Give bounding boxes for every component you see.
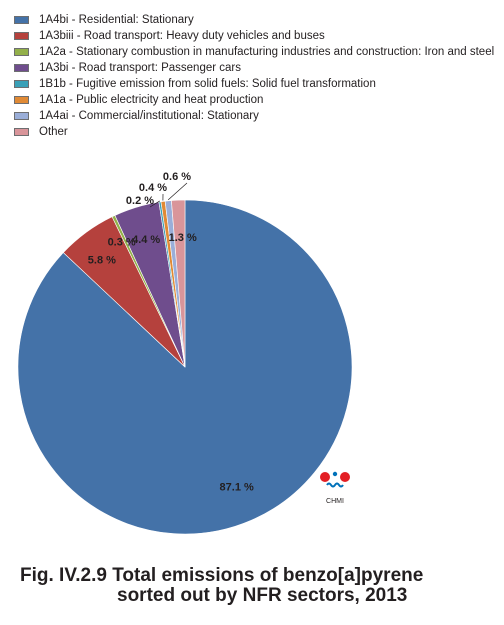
data-label-1a1a: 0.4 %	[139, 182, 167, 194]
chmi-logo: CHMI	[318, 470, 352, 505]
legend-swatch	[14, 32, 29, 40]
data-label-1a3bi: 4.4 %	[132, 234, 160, 246]
legend-label: 1A4ai - Commercial/institutional: Statio…	[39, 110, 259, 122]
chart-legend: 1A4bi - Residential: Stationary 1A3biii -…	[14, 12, 494, 140]
data-label-1b1b: 0.2 %	[126, 195, 154, 207]
legend-label: 1A3biii - Road transport: Heavy duty veh…	[39, 30, 325, 42]
chmi-logo-icon	[320, 471, 350, 488]
data-label-1a3biii: 5.8 %	[88, 254, 116, 266]
legend-item-1a4bi: 1A4bi - Residential: Stationary	[14, 12, 494, 28]
legend-item-1a4ai: 1A4ai - Commercial/institutional: Statio…	[14, 108, 494, 124]
leader-line-1b1b	[149, 200, 160, 208]
legend-label: 1A1a - Public electricity and heat produ…	[39, 94, 264, 106]
legend-label: 1B1b - Fugitive emission from solid fuel…	[39, 78, 376, 90]
legend-swatch	[14, 64, 29, 72]
pie-labels: 87.1 % 5.8 % 0.3 %4.4 % 0.2 %0.4 %0.6 % 1.3 …	[88, 171, 254, 494]
leader-lines	[149, 182, 188, 208]
legend-label: Other	[39, 126, 68, 138]
data-label-other: 1.3 %	[169, 232, 197, 244]
figure-caption: Fig. IV.2.9 Total emissions of benzo[a]p…	[20, 566, 490, 606]
legend-swatch	[14, 96, 29, 104]
legend-item-1a3biii: 1A3biii - Road transport: Heavy duty veh…	[14, 28, 494, 44]
leader-line-1a4ai	[167, 182, 188, 201]
caption-line-1: Fig. IV.2.9 Total emissions of benzo[a]p…	[20, 565, 424, 586]
legend-item-1a3bi: 1A3bi - Road transport: Passenger cars	[14, 60, 494, 76]
legend-item-1b1b: 1B1b - Fugitive emission from solid fuel…	[14, 76, 494, 92]
legend-label: 1A3bi - Road transport: Passenger cars	[39, 62, 241, 74]
legend-item-other: Other	[14, 124, 494, 140]
legend-swatch	[14, 128, 29, 136]
data-label-1a2a: 0.3 %	[108, 237, 136, 249]
legend-item-1a2a: 1A2a - Stationary combustion in manufact…	[14, 44, 494, 60]
legend-swatch	[14, 112, 29, 120]
pie-slice-other	[171, 199, 186, 368]
pie-chart: 87.1 % 5.8 % 0.3 %4.4 % 0.2 %0.4 %0.6 % 1.3 …	[17, 171, 353, 535]
legend-swatch	[14, 48, 29, 56]
data-label-1a4bi: 87.1 %	[220, 482, 254, 494]
legend-label: 1A2a - Stationary combustion in manufact…	[39, 46, 495, 58]
caption-line-2: sorted out by NFR sectors, 2013	[117, 585, 408, 606]
pie-slices	[17, 199, 353, 535]
data-label-1a4ai: 0.6 %	[163, 171, 191, 183]
logo-text: CHMI	[326, 498, 344, 505]
legend-swatch	[14, 16, 29, 24]
legend-swatch	[14, 80, 29, 88]
legend-item-1a1a: 1A1a - Public electricity and heat produ…	[14, 92, 494, 108]
legend-label: 1A4bi - Residential: Stationary	[39, 14, 194, 26]
